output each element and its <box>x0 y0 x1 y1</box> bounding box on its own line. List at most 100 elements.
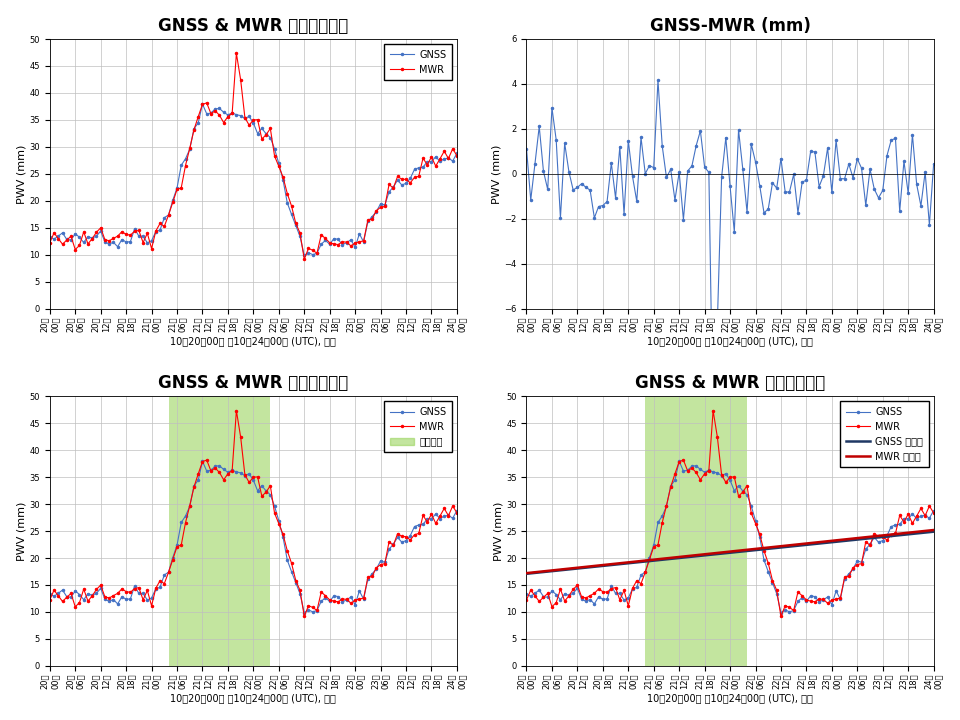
GNSS <box>252 487 263 495</box>
Y-axis label: PWV (mm): PWV (mm) <box>16 144 27 204</box>
MWR <box>57 597 68 606</box>
MWR <box>281 189 293 198</box>
GNSS <box>281 199 293 207</box>
MWR <box>230 49 242 58</box>
Line: GNSS: GNSS <box>49 103 458 256</box>
GNSS <box>150 585 161 593</box>
MWR <box>252 472 263 481</box>
MWR <box>281 546 293 555</box>
Line: GNSS: GNSS <box>525 460 935 613</box>
MWR <box>299 255 310 264</box>
Y-axis label: PWV (mm): PWV (mm) <box>492 144 502 204</box>
GNSS <box>627 585 638 593</box>
Line: GNSS 추세선: GNSS 추세선 <box>526 531 934 574</box>
MWR <box>775 612 786 621</box>
GNSS 추세선 <box>834 537 846 546</box>
GNSS <box>534 585 545 594</box>
GNSS <box>729 487 740 495</box>
GNSS <box>550 590 562 599</box>
MWR <box>928 508 940 517</box>
GNSS <box>44 233 56 241</box>
MWR <box>758 546 770 555</box>
GNSS <box>775 608 786 617</box>
Line: MWR 추세선: MWR 추세선 <box>526 530 934 573</box>
MWR 추세선 <box>928 526 940 534</box>
GNSS 추세선 <box>928 527 940 536</box>
Title: GNSS-MWR (mm): GNSS-MWR (mm) <box>650 17 810 35</box>
MWR 추세선 <box>534 567 545 576</box>
GNSS <box>673 457 684 466</box>
MWR 추세선 <box>754 544 765 553</box>
Y-axis label: PWV (mm): PWV (mm) <box>16 501 27 561</box>
MWR <box>252 115 263 124</box>
MWR <box>520 595 532 604</box>
GNSS <box>299 251 310 260</box>
Title: GNSS & MWR 가강수량비교: GNSS & MWR 가강수량비교 <box>158 374 348 392</box>
X-axis label: 10월20일00시 ～10월24일00시 (UTC), 강력: 10월20일00시 ～10월24일00시 (UTC), 강력 <box>647 336 813 346</box>
Legend: GNSS, MWR, 강수시간: GNSS, MWR, 강수시간 <box>384 401 452 452</box>
MWR <box>74 241 85 250</box>
MWR <box>451 151 463 160</box>
GNSS <box>843 570 854 578</box>
MWR <box>57 240 68 248</box>
GNSS 추세선 <box>724 549 735 557</box>
Line: GNSS: GNSS <box>49 460 458 613</box>
MWR 추세선 <box>520 569 532 577</box>
MWR <box>230 406 242 415</box>
Legend: GNSS, MWR: GNSS, MWR <box>384 44 452 81</box>
MWR <box>74 598 85 607</box>
MWR 추세선 <box>627 557 638 566</box>
GNSS <box>281 556 293 564</box>
GNSS <box>57 585 68 594</box>
GNSS <box>451 506 463 515</box>
MWR <box>451 508 463 517</box>
GNSS <box>252 130 263 138</box>
GNSS <box>451 149 463 158</box>
MWR <box>627 584 638 593</box>
GNSS <box>197 457 208 466</box>
Y-axis label: PWV (mm): PWV (mm) <box>493 501 503 561</box>
GNSS 추세선 <box>627 559 638 567</box>
GNSS <box>74 233 85 242</box>
MWR <box>367 215 378 223</box>
MWR 추세선 <box>550 566 562 575</box>
Bar <box>169 396 271 666</box>
Legend: GNSS, MWR, GNSS 추세선, MWR 추세선: GNSS, MWR, GNSS 추세선, MWR 추세선 <box>840 401 928 467</box>
Bar <box>645 396 747 666</box>
GNSS <box>367 570 378 578</box>
GNSS <box>44 590 56 598</box>
MWR <box>843 572 854 580</box>
MWR <box>708 406 719 415</box>
Line: MWR: MWR <box>525 410 935 618</box>
MWR <box>729 472 740 481</box>
MWR <box>299 612 310 621</box>
GNSS <box>150 228 161 236</box>
Line: MWR: MWR <box>49 53 458 260</box>
GNSS <box>74 590 85 599</box>
Title: GNSS & MWR 가강수량비교: GNSS & MWR 가강수량비교 <box>635 374 826 392</box>
MWR <box>150 227 161 235</box>
MWR 추세선 <box>724 547 735 556</box>
GNSS <box>758 556 770 564</box>
Line: MWR: MWR <box>49 410 458 618</box>
GNSS <box>520 590 532 598</box>
X-axis label: 10월20일00시 ～10월24일00시 (UTC), 강력: 10월20일00시 ～10월24일00시 (UTC), 강력 <box>647 693 813 703</box>
GNSS <box>299 608 310 617</box>
MWR <box>367 572 378 580</box>
GNSS 추세선 <box>520 570 532 578</box>
MWR <box>150 584 161 593</box>
Title: GNSS & MWR 가강수량비교: GNSS & MWR 가강수량비교 <box>158 17 348 35</box>
GNSS <box>928 506 940 515</box>
X-axis label: 10월20일00시 ～10월24일00시 (UTC), 강력: 10월20일00시 ～10월24일00시 (UTC), 강력 <box>171 693 336 703</box>
GNSS <box>57 228 68 237</box>
GNSS 추세선 <box>754 545 765 554</box>
MWR <box>44 595 56 604</box>
GNSS 추세선 <box>550 567 562 575</box>
MWR 추세선 <box>834 536 846 544</box>
MWR <box>534 597 545 606</box>
X-axis label: 10월20일00시 ～10월24일00시 (UTC), 강력: 10월20일00시 ～10월24일00시 (UTC), 강력 <box>171 336 336 346</box>
GNSS <box>367 212 378 221</box>
GNSS 추세선 <box>534 568 545 577</box>
MWR <box>44 238 56 247</box>
MWR <box>550 598 562 607</box>
